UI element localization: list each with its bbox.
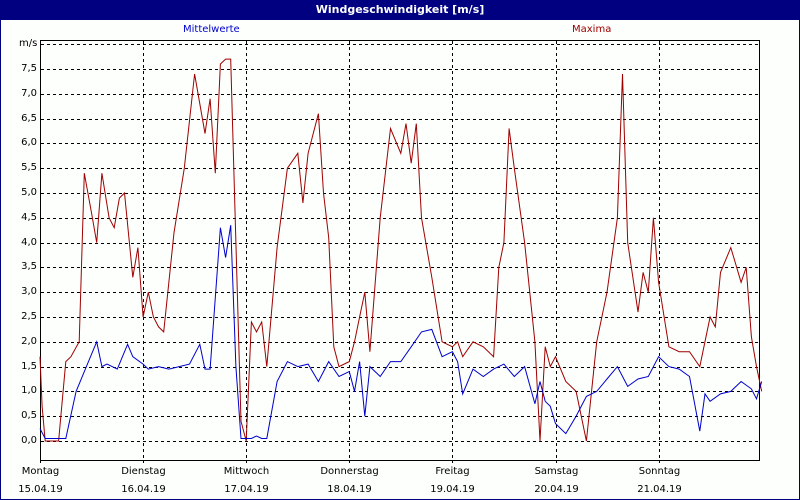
y-tick-label: 2,0 [21,335,37,347]
x-day-label: Samstag [534,466,579,477]
legend-mean: Mittelwerte [183,24,240,35]
x-date-label: 18.04.19 [327,484,372,495]
x-date-label: 16.04.19 [121,484,166,495]
y-tick-label: 1,5 [21,360,37,372]
x-day-label: Dienstag [121,466,166,477]
y-tick-label: 0,0 [21,434,37,446]
y-tick-label: 2,5 [21,310,37,322]
legend-max: Maxima [572,24,612,35]
y-tick-label: 4,5 [21,211,37,223]
y-tick-label: 4,0 [21,236,37,248]
y-tick-label: 7,0 [21,87,37,99]
x-date-label: 19.04.19 [430,484,475,495]
y-tick-label: 1,0 [21,384,37,396]
y-axis-unit: m/s [19,38,38,49]
y-tick-label: 7,5 [21,62,37,74]
x-day-label: Freitag [435,466,470,477]
x-date-label: 20.04.19 [534,484,579,495]
x-day-label: Mittwoch [223,466,270,477]
series-mittelwerte-line [39,225,763,439]
y-tick-label: 5,5 [21,161,37,173]
x-date-label: 17.04.19 [224,484,269,495]
y-tick-label: 5,0 [21,186,37,198]
y-tick-label: 0,5 [21,409,37,421]
plot-border [40,40,760,461]
series-maxima-line [39,58,763,442]
x-day-label: Sonntag [638,466,681,477]
x-date-label: 21.04.19 [637,484,682,495]
x-date-label: 15.04.19 [18,484,63,495]
x-day-label: Donnerstag [320,466,379,477]
y-tick-label: 6,5 [21,112,37,124]
y-tick-label: 6,0 [21,136,37,148]
y-tick-label: 3,5 [21,260,37,272]
y-tick-label: 3,0 [21,285,37,297]
x-day-label: Montag [21,466,60,477]
window-title: Windgeschwindigkeit [m/s] [0,0,800,20]
